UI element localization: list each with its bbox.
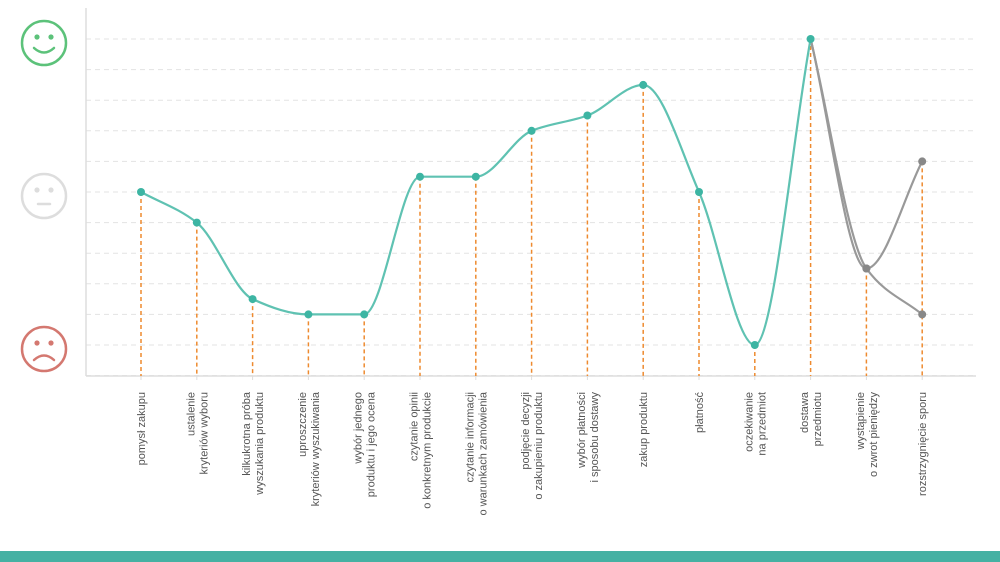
x-tick-label: podjęcie decyzji (520, 392, 532, 470)
data-point (304, 310, 313, 319)
series-line (139, 37, 812, 347)
x-tick-label: kilkukrotna próba (241, 391, 253, 476)
face-outline (20, 325, 68, 373)
happy-face-icon (20, 19, 68, 67)
face-mouth (32, 354, 56, 362)
series-line (809, 37, 924, 270)
x-tick-label: rozstrzygnięcie sporu (917, 392, 929, 496)
x-tick-label: płatność (694, 392, 706, 433)
x-tick-label-group: pomysł zakupu (136, 392, 148, 465)
face-eye (48, 340, 54, 346)
sad-face-icon (20, 325, 68, 373)
x-tick-label: przedmiotu (812, 392, 824, 446)
footer-accent-bar (0, 551, 1000, 562)
x-tick-label-group: czytanie informacji o warunkach zamówieni… (464, 391, 489, 515)
x-tick-label: wyszukania produktu (254, 392, 266, 496)
x-tick-label-group: wystąpienie o zwrot pieniędzy (855, 392, 880, 477)
data-point (918, 310, 927, 319)
data-point (527, 126, 536, 135)
x-tick-label: kryteriów wyszukiwania (310, 391, 322, 506)
data-point (137, 188, 145, 196)
x-tick-label: wystąpienie (855, 392, 867, 450)
x-tick-label-group: podjęcie decyzji o zakupieniu produktu (520, 392, 545, 500)
data-point (416, 172, 424, 181)
face-mouth (32, 46, 56, 54)
face-eye (48, 187, 54, 193)
x-tick-label: o zwrot pieniędzy (868, 392, 880, 477)
x-tick-label-group: zakup produktu (638, 392, 650, 467)
data-point (862, 264, 871, 273)
data-point (639, 80, 648, 89)
x-tick-label: wybór płatności (576, 392, 588, 469)
x-tick-label-group: rozstrzygnięcie sporu (917, 392, 929, 496)
face-eye (48, 34, 54, 40)
data-point (248, 295, 257, 304)
data-point (750, 341, 759, 349)
face-outline (20, 172, 68, 220)
x-tick-label: o warunkach zamówienia (477, 391, 489, 515)
data-point (918, 157, 927, 166)
face-eye (34, 34, 40, 40)
x-tick-label-group: dostawa przedmiotu (799, 391, 824, 446)
x-tick-label-group: wybór jednego produktu i jego ocena (353, 391, 378, 497)
x-tick-label-group: wybór płatności i sposobu dostawy (576, 392, 601, 483)
x-tick-label: czytanie opinii (409, 392, 421, 461)
x-tick-label-group: oczekiwanie na przedmiot (743, 392, 768, 456)
x-tick-label-group: płatność (694, 392, 706, 433)
x-tick-label-group: kilkukrotna próba wyszukania produktu (241, 391, 266, 496)
x-tick-label: wybór jednego (353, 392, 365, 465)
neutral-face-icon (20, 172, 68, 220)
x-tick-label: produktu i jego ocena (366, 391, 378, 497)
x-tick-label: uproszczenie (297, 392, 309, 457)
x-tick-label: o konkretnym produkcie (422, 392, 434, 509)
face-eye (34, 340, 40, 346)
x-tick-label: ustalenie (185, 392, 197, 436)
x-tick-label-group: czytanie opinii o konkretnym produkcie (409, 392, 434, 509)
x-tick-label: kryteriów wyboru (198, 392, 210, 475)
face-outline (20, 19, 68, 67)
face-eye (34, 187, 40, 193)
data-point (695, 188, 703, 196)
data-point (471, 172, 480, 181)
data-point (192, 218, 201, 227)
data-point (806, 35, 815, 43)
x-tick-label: zakup produktu (638, 392, 650, 467)
x-tick-label: i sposobu dostawy (589, 392, 601, 483)
data-point (360, 310, 369, 319)
series-line (809, 37, 924, 316)
x-tick-label: pomysł zakupu (136, 392, 148, 465)
x-tick-label: czytanie informacji (464, 392, 476, 482)
x-tick-label-group: uproszczenie kryteriów wyszukiwania (297, 391, 322, 506)
x-tick-label: oczekiwanie (743, 392, 755, 452)
x-tick-label: na przedmiot (756, 392, 768, 456)
x-tick-label-group: ustalenie kryteriów wyboru (185, 392, 210, 475)
x-tick-label: dostawa (799, 391, 811, 433)
x-tick-label: o zakupieniu produktu (533, 392, 545, 500)
data-point (583, 111, 592, 120)
